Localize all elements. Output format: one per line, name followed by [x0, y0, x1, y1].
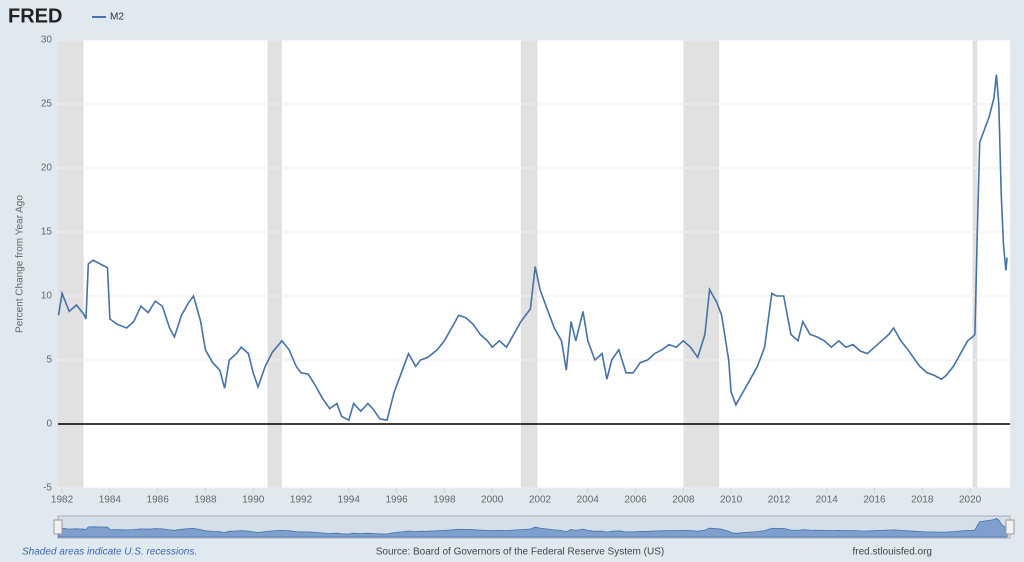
x-tick-label: 2000: [481, 495, 504, 506]
x-tick-label: 1996: [385, 495, 408, 506]
x-tick-label: 2002: [529, 495, 552, 506]
x-tick-label: 2018: [911, 495, 934, 506]
footer-source: Source: Board of Governors of the Federa…: [376, 547, 664, 558]
x-tick-label: 2020: [959, 495, 982, 506]
x-tick-label: 2006: [624, 495, 647, 506]
y-tick-label: 20: [41, 163, 53, 174]
recession-band: [972, 40, 978, 488]
x-tick-label: 1988: [194, 495, 217, 506]
x-tick-label: 2012: [768, 495, 791, 506]
footer-note: Shaded areas indicate U.S. recessions.: [22, 547, 197, 558]
series-line: [57, 74, 1008, 422]
recession-band: [683, 40, 720, 488]
y-tick-label: 5: [46, 355, 52, 366]
recession-band: [58, 40, 84, 488]
footer-link[interactable]: fred.stlouisfed.org: [853, 547, 933, 558]
plot: -5 0 5 10 15 20 25 30 1982 1984 1986 1988 1990 1992 19…: [41, 12, 1010, 506]
x-tick-label: 2008: [672, 495, 695, 506]
y-tick-label: 10: [41, 291, 53, 302]
y-tick-label: 0: [46, 419, 52, 430]
y-axis-label: Percent Change from Year Ago: [15, 195, 26, 333]
y-tick-label: 15: [41, 227, 53, 238]
recession-band: [267, 40, 282, 488]
x-tick-label: 2014: [816, 495, 839, 506]
x-tick-label: 1992: [290, 495, 313, 506]
x-tick-label: 1998: [433, 495, 456, 506]
x-tick-label: 2016: [863, 495, 886, 506]
x-tick-label: 1984: [99, 495, 122, 506]
y-tick-label: -5: [43, 483, 52, 494]
logo: FRED: [8, 5, 62, 27]
navigator-handle[interactable]: [1005, 519, 1015, 535]
x-tick-label: 2010: [720, 495, 743, 506]
navigator-handle[interactable]: [53, 519, 63, 535]
x-tick-label: 1990: [242, 495, 265, 506]
recession-band: [520, 40, 538, 488]
y-tick-label: 25: [41, 99, 53, 110]
x-tick-label: 1986: [147, 495, 170, 506]
y-tick-label: 30: [41, 35, 53, 46]
x-tick-label: 1994: [338, 495, 361, 506]
navigator-series: [58, 518, 1008, 538]
x-tick-label: 1982: [51, 495, 74, 506]
legend-label: M2: [110, 12, 124, 23]
x-tick-label: 2004: [577, 495, 600, 506]
